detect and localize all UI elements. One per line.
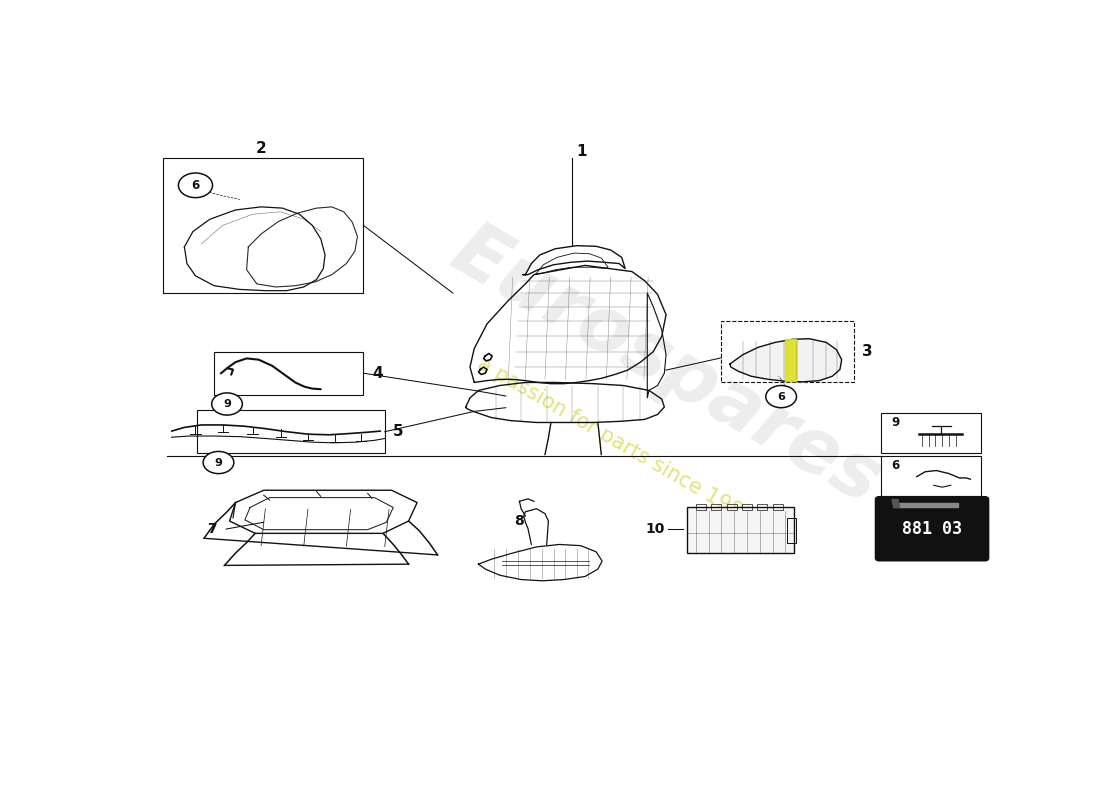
Text: 8: 8 xyxy=(515,514,524,528)
Text: 6: 6 xyxy=(891,458,900,472)
Text: 6: 6 xyxy=(778,392,785,402)
Text: 9: 9 xyxy=(891,415,900,429)
Bar xyxy=(214,352,363,394)
Text: 4: 4 xyxy=(372,366,383,381)
Polygon shape xyxy=(892,499,900,507)
Text: Eurospares: Eurospares xyxy=(439,214,893,520)
Text: 6: 6 xyxy=(191,179,199,192)
Bar xyxy=(741,504,752,510)
Text: 5: 5 xyxy=(394,424,404,438)
Text: a passion for parts since 1985: a passion for parts since 1985 xyxy=(473,354,757,528)
Bar xyxy=(881,414,981,454)
Text: 7: 7 xyxy=(208,522,217,536)
Bar xyxy=(772,504,783,510)
Text: 3: 3 xyxy=(862,344,872,359)
FancyBboxPatch shape xyxy=(876,497,988,561)
Bar xyxy=(688,507,794,553)
Circle shape xyxy=(211,393,242,415)
Bar xyxy=(727,504,737,510)
Bar xyxy=(712,504,722,510)
Text: 9: 9 xyxy=(223,399,231,409)
Bar xyxy=(722,321,854,382)
Polygon shape xyxy=(785,339,795,382)
Text: 881 03: 881 03 xyxy=(902,520,962,538)
Circle shape xyxy=(766,386,796,408)
Bar xyxy=(696,504,706,510)
Bar xyxy=(788,518,795,542)
Polygon shape xyxy=(893,502,958,507)
Text: 1: 1 xyxy=(576,144,587,159)
Bar xyxy=(757,504,768,510)
Text: 10: 10 xyxy=(645,522,664,536)
Bar xyxy=(163,158,363,293)
Bar xyxy=(881,456,981,496)
Text: 2: 2 xyxy=(255,141,266,156)
Circle shape xyxy=(178,173,212,198)
Text: 9: 9 xyxy=(214,458,222,467)
Circle shape xyxy=(204,451,234,474)
Polygon shape xyxy=(730,338,842,382)
Bar xyxy=(197,410,385,454)
